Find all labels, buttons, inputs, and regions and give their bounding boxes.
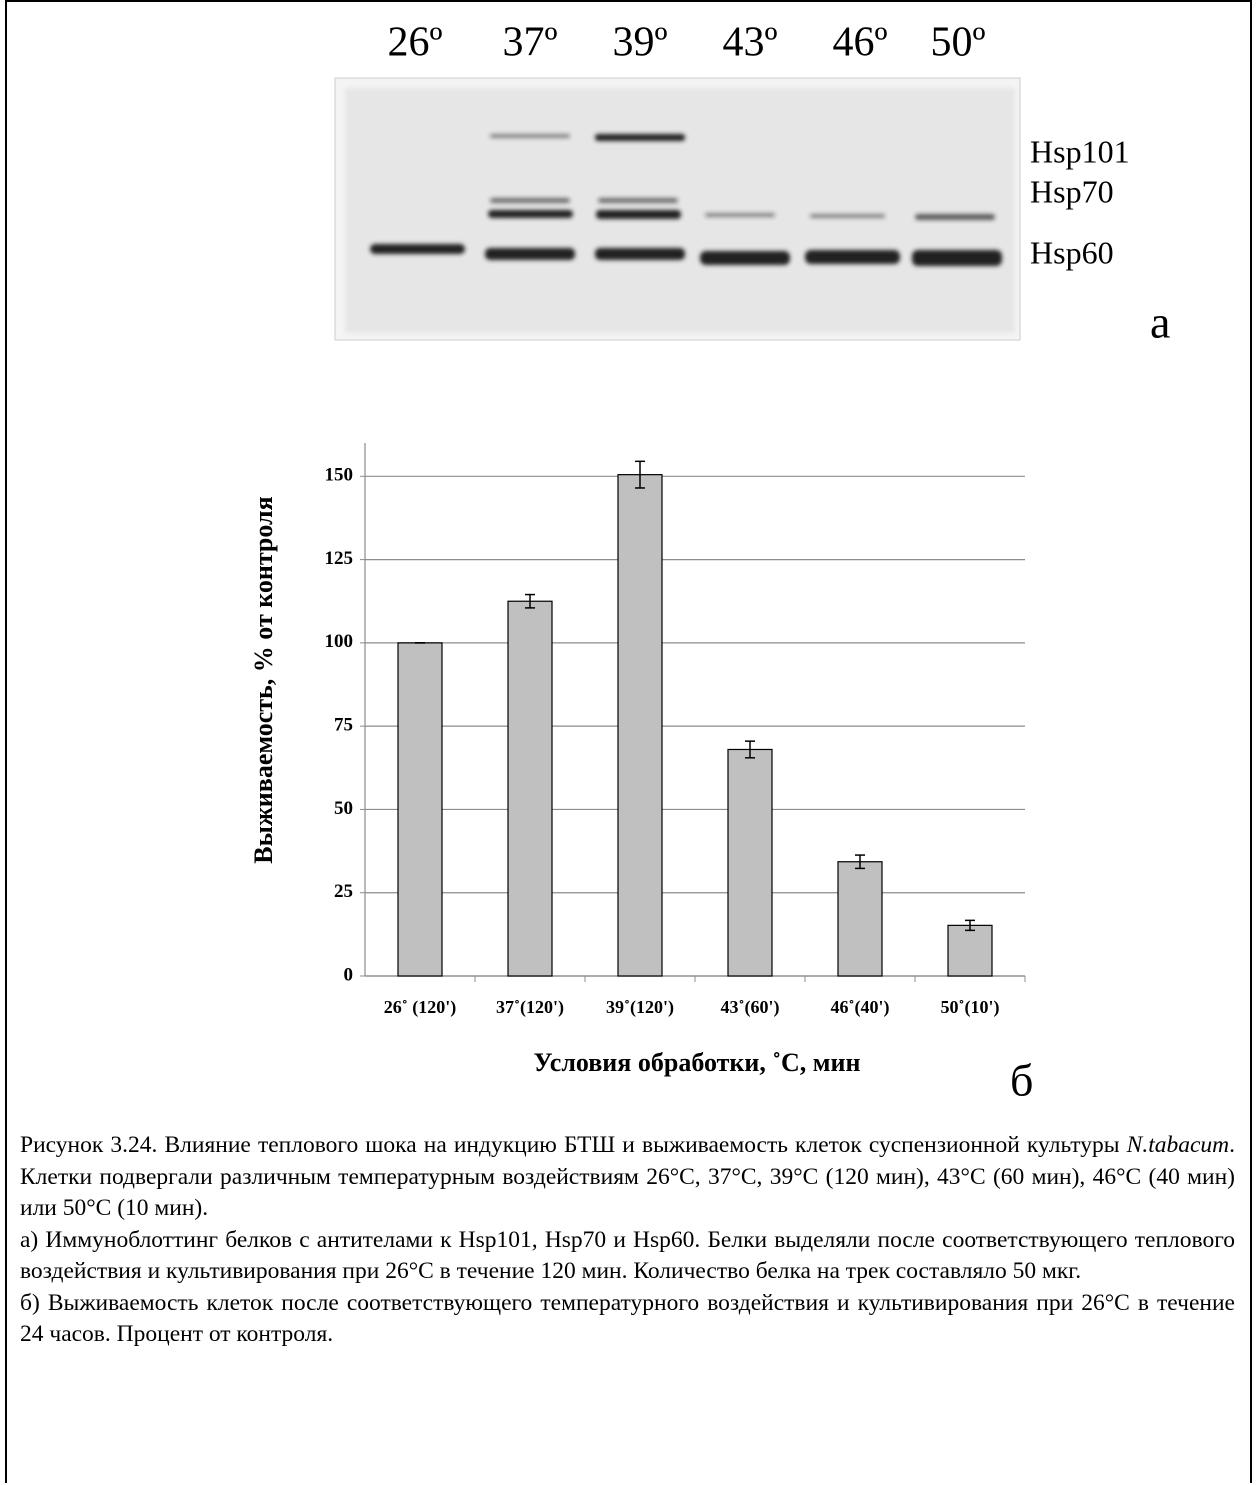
lane-label: 37º bbox=[502, 20, 557, 66]
y-tick-label: 150 bbox=[325, 465, 354, 486]
panel-label: б bbox=[1010, 1055, 1033, 1106]
band-label: Hsp60 bbox=[1030, 234, 1114, 270]
species-name: N.tabacum bbox=[1127, 1132, 1229, 1158]
y-tick-label: 100 bbox=[325, 631, 354, 652]
caption-paragraph: б) Выживаемость клеток после соответству… bbox=[20, 1288, 1235, 1351]
lane-label: 26º bbox=[387, 20, 442, 66]
band-label: Hsp70 bbox=[1030, 173, 1114, 209]
y-tick-label: 25 bbox=[334, 881, 353, 902]
caption-paragraph: а) Иммуноблоттинг белков с антителами к … bbox=[20, 1225, 1235, 1288]
lane-label: 39º bbox=[612, 20, 667, 66]
page: Hsp101 Hsp70 Hsp60 а б Условия обработки… bbox=[0, 0, 1260, 1485]
band-label: Hsp101 bbox=[1030, 133, 1130, 169]
y-tick-label: 75 bbox=[334, 715, 353, 736]
y-tick-label: 125 bbox=[325, 548, 354, 569]
y-tick-label: 50 bbox=[334, 798, 353, 819]
lane-label: 46º bbox=[832, 20, 887, 66]
x-tick-label: 37˚(120') bbox=[496, 997, 564, 1018]
x-axis-title: Условия обработки, ˚С, мин bbox=[534, 1048, 861, 1077]
bar bbox=[398, 643, 442, 976]
x-tick-label: 26˚ (120') bbox=[384, 997, 456, 1018]
y-axis-title: Выживаемость, % от контроля bbox=[249, 496, 278, 863]
lane-label: 50º bbox=[930, 20, 985, 66]
blot-image bbox=[335, 78, 1020, 340]
x-tick-label: 46˚(40') bbox=[831, 997, 890, 1018]
y-tick-label: 0 bbox=[344, 964, 354, 985]
panel-label: а bbox=[1150, 297, 1170, 348]
bar bbox=[618, 475, 662, 976]
x-tick-label: 50˚(10') bbox=[941, 997, 1000, 1018]
bar bbox=[838, 862, 882, 976]
x-tick-label: 39˚(120') bbox=[606, 997, 674, 1018]
lane-label: 43º bbox=[722, 20, 777, 66]
x-tick-label: 43˚(60') bbox=[721, 997, 780, 1018]
caption: Рисунок 3.24. Влияние теплового шока на … bbox=[20, 1130, 1235, 1351]
caption-paragraph: Рисунок 3.24. Влияние теплового шока на … bbox=[20, 1130, 1235, 1225]
bar bbox=[948, 925, 992, 976]
bar bbox=[508, 601, 552, 976]
caption-text: Рисунок 3.24. Влияние теплового шока на … bbox=[20, 1132, 1127, 1158]
figure: Hsp101 Hsp70 Hsp60 а б Условия обработки… bbox=[0, 0, 1260, 1130]
bar bbox=[728, 749, 772, 976]
